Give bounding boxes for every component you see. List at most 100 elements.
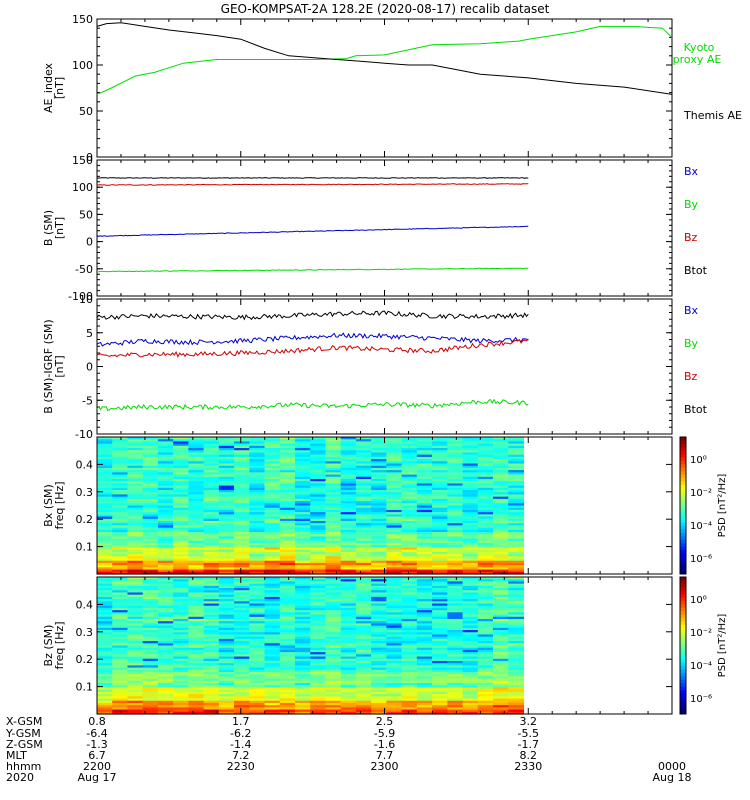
spectrogram-cell (264, 705, 281, 708)
spectrogram-cell (203, 437, 220, 440)
spectrogram-cell (310, 481, 327, 484)
spectrogram-cell (157, 647, 174, 651)
spectrogram-cell (203, 707, 220, 711)
spectrogram-cell (447, 616, 464, 620)
spectrogram-bx-spec (97, 437, 525, 575)
spectrogram-cell (416, 463, 433, 467)
spectrogram-cell (386, 481, 403, 484)
spectrogram-cell (203, 685, 220, 689)
spectrogram-cell (173, 649, 189, 653)
spectrogram-cell (493, 565, 509, 568)
spectrogram-cell (127, 534, 144, 538)
spectrogram-cell (416, 536, 433, 540)
spectrogram-cell (218, 583, 235, 587)
spectrogram-cell (401, 536, 418, 540)
spectrogram-cell (97, 625, 113, 629)
spectrogram-cell (203, 663, 220, 666)
spectrogram-cell (279, 461, 296, 465)
spectrogram-cell (234, 601, 250, 605)
spectrogram-cell (477, 467, 494, 471)
spectrogram-cell (279, 594, 296, 598)
spectrogram-cell (142, 674, 159, 678)
spectrogram-cell (249, 481, 266, 484)
spectrogram-cell (157, 571, 174, 575)
spectrogram-cell (386, 532, 403, 535)
spectrogram-cell (325, 543, 342, 546)
spectrogram-cell (493, 485, 509, 489)
spectrogram-cell (477, 481, 494, 484)
spectrogram-cell (355, 680, 372, 684)
spectrogram-cell (371, 483, 387, 487)
spectrogram-cell (325, 481, 342, 484)
spectrogram-cell (477, 452, 494, 456)
spectrogram-cell (142, 441, 159, 445)
spectrogram-cell (127, 649, 144, 653)
spectrogram-cell (173, 518, 189, 522)
spectrogram-cell (508, 702, 525, 706)
spectrogram-cell (508, 669, 525, 673)
spectrogram-cell (142, 599, 159, 602)
colorbar-swatch (680, 672, 686, 677)
colorbar-swatch (680, 580, 686, 585)
spectrogram-cell (477, 525, 494, 529)
spectrogram-cell (371, 645, 387, 649)
spectrogram-cell (157, 618, 174, 622)
spectrogram-cell (112, 565, 129, 568)
spectrogram-cell (264, 618, 281, 622)
spectrogram-cell (416, 618, 433, 622)
spectrogram-cell (401, 558, 418, 562)
spectrogram-cell (264, 687, 281, 691)
spectrogram-cell (416, 647, 433, 651)
spectrogram-cell (508, 476, 525, 480)
spectrogram-cell (340, 456, 357, 460)
spectrogram-cell (462, 636, 479, 640)
spectrogram-cell (310, 610, 327, 613)
spectrogram-cell (218, 461, 235, 465)
spectrogram-cell (264, 437, 281, 440)
spectrogram-cell (218, 596, 235, 600)
spectrogram-cell (325, 496, 342, 500)
spectrogram-cell (173, 687, 189, 691)
spectrogram-cell (493, 461, 509, 465)
spectrogram-cell (462, 590, 479, 594)
spectrogram-cell (188, 641, 205, 644)
spectrogram-cell (218, 667, 235, 671)
spectrogram-cell (264, 560, 281, 564)
spectrogram-cell (401, 474, 418, 478)
spectrogram-cell (203, 485, 220, 489)
spectrogram-cell (112, 705, 129, 708)
spectrogram-cell (295, 685, 311, 689)
colorbar-tick-label: 10⁰ (690, 455, 707, 466)
spectrogram-cell (157, 605, 174, 609)
spectrogram-cell (203, 509, 220, 513)
spectrogram-cell (142, 590, 159, 594)
spectrogram-cell (462, 463, 479, 467)
spectrogram-cell (188, 450, 205, 454)
spectrogram-cell (493, 509, 509, 513)
spectrogram-cell (218, 698, 235, 702)
spectrogram-cell (310, 581, 327, 585)
colorbar-swatch (680, 638, 686, 643)
spectrogram-cell (127, 705, 144, 708)
spectrogram-cell (279, 638, 296, 642)
spectrogram-cell (279, 581, 296, 585)
spectrogram-cell (188, 437, 205, 440)
spectrogram-cell (401, 450, 418, 454)
spectrogram-cell (218, 674, 235, 678)
spectrogram-cell (371, 656, 387, 660)
spectrogram-cell (432, 678, 448, 682)
spectrogram-cell (462, 623, 479, 627)
spectrogram-cell (295, 503, 311, 507)
spectrogram-cell (264, 467, 281, 471)
spectrogram-cell (432, 709, 448, 713)
orbit-value: -1.6 (374, 738, 395, 751)
spectrogram-cell (355, 618, 372, 622)
spectrogram-cell (97, 577, 113, 580)
colorbar-swatch (680, 556, 686, 561)
spectrogram-cell (493, 696, 509, 700)
spectrogram-cell (462, 641, 479, 644)
spectrogram-cell (234, 507, 250, 511)
spectrogram-cell (340, 474, 357, 478)
spectrogram-cell (188, 674, 205, 678)
